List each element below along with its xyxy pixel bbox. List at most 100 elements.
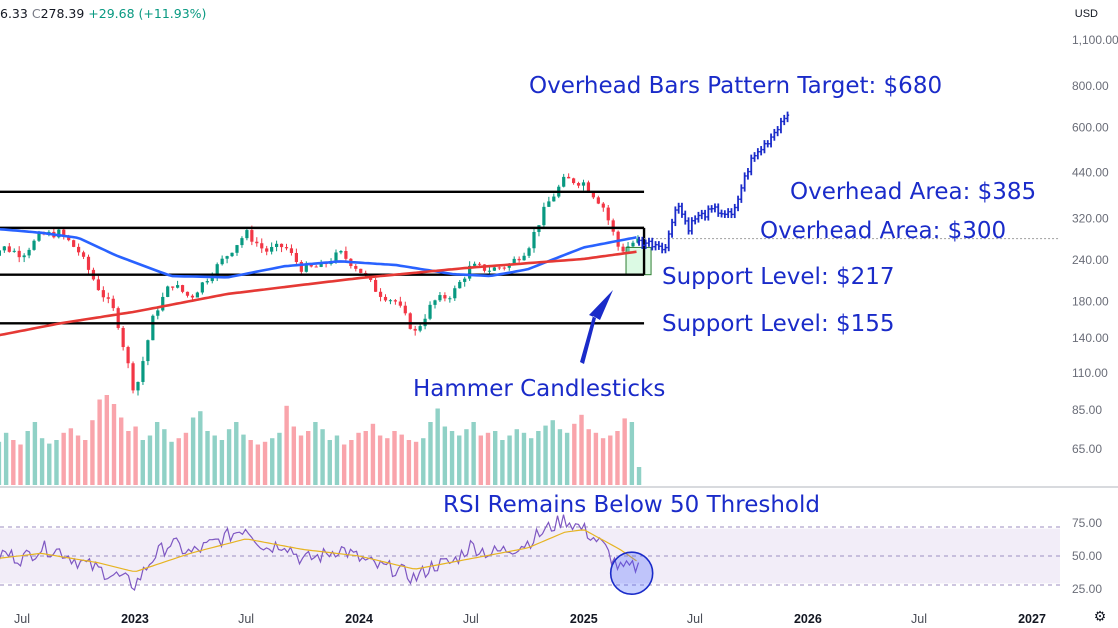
volume-bar: [291, 426, 297, 485]
price-tick-label: 240.00: [1072, 253, 1109, 267]
volume-bar: [284, 405, 289, 485]
volume-bar: [493, 431, 498, 485]
candle-body: [121, 327, 125, 348]
time-tick-label: Jul: [14, 612, 30, 626]
volume-bar: [629, 422, 635, 485]
time-tick-label: 2024: [345, 612, 373, 626]
close-label: C: [31, 6, 41, 21]
volume-bar: [0, 441, 2, 485]
volume-bar: [126, 431, 131, 485]
candle-body: [57, 229, 61, 238]
candle-body: [522, 255, 526, 261]
candle-body: [596, 197, 600, 204]
volume-bar: [341, 444, 347, 485]
time-tick-label: Jul: [687, 612, 703, 626]
candle-body: [22, 255, 26, 258]
volume-bar: [54, 440, 59, 485]
candle-body: [175, 285, 180, 288]
candle-body: [17, 250, 21, 258]
candle-body: [378, 291, 383, 297]
candle-body: [265, 248, 269, 252]
time-tick-label: Jul: [911, 612, 927, 626]
candle-body: [96, 279, 100, 291]
candle-body: [527, 248, 531, 256]
volume-bar: [147, 435, 153, 485]
volume-bar: [392, 431, 397, 485]
volume-bar: [377, 435, 383, 485]
candle-body: [245, 230, 249, 239]
volume-bar: [600, 438, 606, 485]
candle-body: [62, 229, 66, 236]
volume-bar: [557, 429, 563, 485]
candle-body: [180, 285, 185, 292]
candle-body: [255, 241, 259, 244]
volume-bar: [104, 395, 110, 485]
volume-bar: [485, 432, 491, 485]
candle-body: [260, 243, 264, 249]
time-axis[interactable]: Jul 2023 Jul 2024 Jul 2025 Jul 2026 Jul 2027: [14, 612, 1046, 626]
volume-bar: [270, 438, 275, 485]
candle-body: [126, 347, 130, 364]
volume-bar: [162, 429, 167, 485]
volume-bar: [3, 432, 9, 485]
volume-bar: [183, 432, 189, 485]
volume-bar: [25, 431, 30, 485]
candle-body: [161, 296, 165, 311]
volume-bar: [255, 444, 261, 485]
price-tick-label: 180.00: [1072, 295, 1109, 309]
price-tick-label: 440.00: [1072, 165, 1109, 179]
rsi-signal-line: [0, 529, 637, 572]
volume-bar: [478, 435, 484, 485]
volume-bar: [32, 422, 38, 485]
volume-bar: [543, 425, 548, 485]
volume-bar: [205, 431, 210, 485]
candle-body: [408, 313, 412, 329]
annotations: Overhead Bars Pattern Target: $680 Overhe…: [413, 73, 1036, 402]
price-tick-label: 85.00: [1072, 403, 1102, 417]
candle-body: [230, 252, 234, 257]
candle-body: [373, 279, 378, 292]
annotation-label: Overhead Area: $300: [760, 218, 1006, 244]
volume-bar: [298, 435, 304, 485]
price-axis[interactable]: 1,100.00 800.00 600.00 440.00 320.00 240.00 18…: [1072, 33, 1118, 456]
candle-body: [581, 182, 586, 186]
candle-body: [458, 281, 462, 289]
candle-body: [72, 240, 76, 247]
candle-body: [413, 328, 417, 331]
candle-body: [220, 258, 224, 265]
volume-bar: [241, 434, 246, 485]
candle-body: [383, 296, 388, 301]
volume-bar: [428, 422, 433, 485]
volume-bar: [119, 417, 124, 485]
candle-body: [166, 286, 170, 297]
volume-bar: [471, 422, 476, 485]
volume-bar: [593, 432, 599, 485]
volume-bar: [615, 431, 620, 485]
ma-200-line: [0, 250, 637, 337]
volume-bar: [277, 432, 282, 485]
volume-bar: [349, 440, 354, 485]
candle-body: [512, 258, 516, 265]
currency-label[interactable]: USD: [1074, 8, 1098, 20]
volume-bar: [75, 435, 81, 485]
hammer-arrow-icon: [580, 290, 613, 364]
candle-body: [314, 266, 318, 268]
ohlc-legend: 6.33 C278.39 +29.68 (+11.93%): [0, 6, 206, 21]
settings-gear-icon[interactable]: ⚙: [1093, 608, 1107, 624]
rsi-title: RSI Remains Below 50 Threshold: [443, 492, 820, 518]
volume-bar: [97, 399, 102, 485]
price-tick-label: 1,100.00: [1072, 33, 1118, 47]
volume-bars: [0, 395, 642, 485]
candle-body: [591, 191, 595, 198]
price-tick-label: 600.00: [1072, 121, 1109, 135]
annotation-label: Support Level: $217: [662, 264, 895, 290]
annotation-label: Overhead Area: $385: [790, 179, 1036, 205]
candle-body: [388, 300, 393, 302]
volume-bar: [313, 422, 318, 485]
candle-body: [403, 305, 407, 314]
candle-body: [339, 251, 343, 253]
volume-bar: [90, 420, 95, 485]
candle-body: [438, 295, 442, 301]
candle-body: [270, 246, 274, 252]
